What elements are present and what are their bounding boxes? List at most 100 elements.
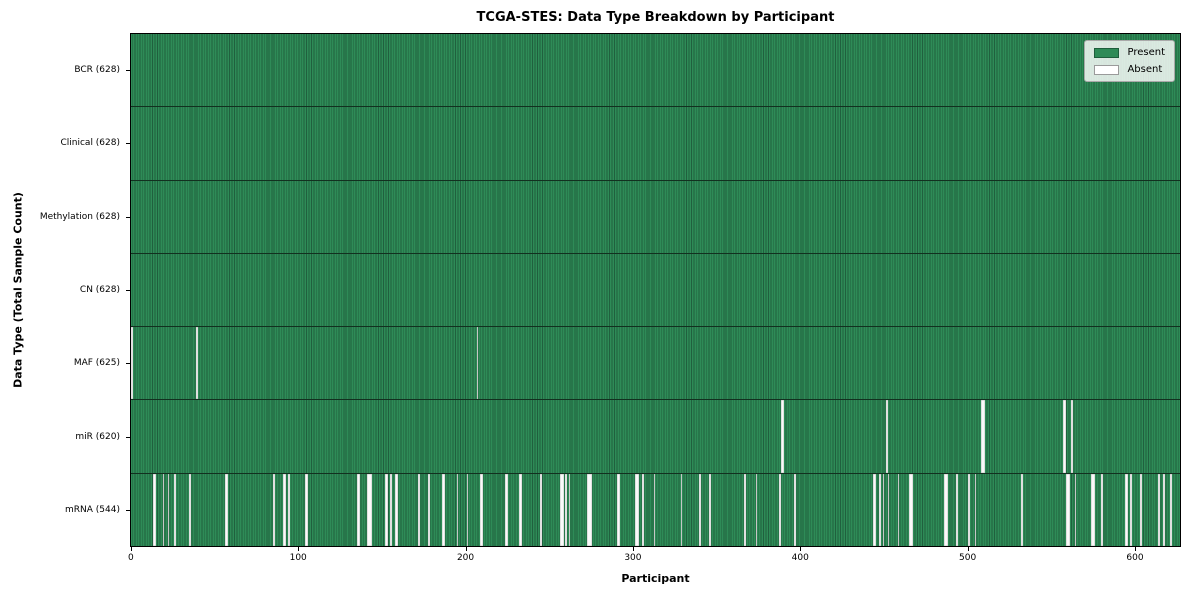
absent-stripe — [456, 473, 459, 546]
absent-stripe — [698, 473, 701, 546]
x-tick-label: 200 — [456, 553, 475, 563]
absent-stripe — [1169, 473, 1172, 546]
absent-stripe — [708, 473, 711, 546]
absent-stripe — [167, 473, 170, 546]
x-tick-label: 300 — [624, 553, 642, 563]
legend-entry-absent: Absent — [1094, 64, 1165, 75]
row-band-maf — [131, 326, 1180, 400]
y-tick-mark — [126, 363, 130, 365]
row-band-methylation — [131, 179, 1180, 253]
absent-stripe — [1091, 473, 1095, 546]
absent-stripe — [272, 473, 275, 546]
absent-stripe — [1021, 473, 1023, 546]
x-tick-label: 500 — [959, 553, 977, 563]
absent-stripe — [653, 473, 656, 546]
absent-stripe — [882, 473, 885, 546]
absent-stripe — [981, 400, 985, 473]
absent-stripe — [944, 473, 948, 546]
absent-stripe — [1129, 473, 1132, 546]
y-tick-mark — [126, 69, 130, 71]
absent-stripe — [174, 473, 177, 546]
y-tick-mark — [126, 510, 130, 512]
x-tick-mark — [465, 547, 467, 551]
absent-stripe — [131, 327, 133, 400]
row-band-cn — [131, 252, 1180, 327]
absent-stripe — [1124, 473, 1129, 546]
y-tick-mark — [126, 436, 130, 438]
absent-stripe — [384, 473, 389, 546]
x-tick-mark — [298, 547, 300, 551]
row-band-mir — [131, 399, 1180, 473]
absent-stripe — [974, 473, 977, 546]
absent-stripe — [389, 473, 392, 546]
absent-stripe — [680, 473, 683, 546]
plot-area: Present Absent — [130, 33, 1181, 547]
absent-stripe — [879, 473, 881, 546]
absent-stripe — [1066, 473, 1070, 546]
x-tick-mark — [800, 547, 802, 551]
absent-stripe — [755, 473, 758, 546]
absent-swatch-icon — [1094, 64, 1120, 75]
absent-stripe — [780, 400, 785, 473]
absent-stripe — [617, 473, 621, 546]
absent-stripe — [794, 473, 796, 546]
absent-stripe — [189, 473, 192, 546]
absent-stripe — [967, 473, 970, 546]
row-band-bcr — [131, 34, 1180, 107]
absent-stripe — [196, 327, 198, 400]
absent-stripe — [1074, 473, 1077, 546]
absent-stripe — [480, 473, 484, 546]
absent-stripe — [394, 473, 399, 546]
legend-entry-present: Present — [1094, 47, 1165, 58]
absent-stripe — [366, 473, 372, 546]
absent-stripe — [909, 473, 913, 546]
y-tick-label: BCR (628) — [74, 64, 120, 75]
absent-stripe — [356, 473, 360, 546]
absent-stripe — [1101, 473, 1104, 546]
y-tick-mark — [126, 290, 130, 291]
legend: Present Absent — [1084, 40, 1175, 82]
y-tick-label: mRNA (544) — [65, 505, 120, 516]
x-axis-label: Participant — [621, 572, 690, 585]
absent-stripe — [1071, 400, 1074, 473]
x-tick-label: 400 — [791, 553, 809, 563]
absent-stripe — [635, 473, 639, 546]
x-tick-mark — [967, 547, 969, 551]
absent-stripe — [565, 473, 567, 546]
row-band-mrna — [131, 472, 1180, 546]
absent-stripe — [779, 473, 781, 546]
absent-stripe — [162, 473, 165, 546]
absent-stripe — [283, 473, 287, 546]
y-tick-label: MAF (625) — [73, 358, 120, 369]
absent-stripe — [887, 473, 890, 546]
absent-stripe — [441, 473, 446, 546]
absent-stripe — [466, 473, 469, 546]
absent-stripe — [886, 400, 888, 473]
absent-stripe — [540, 473, 542, 546]
absent-stripe — [642, 473, 644, 546]
absent-stripe — [518, 473, 522, 546]
absent-stripe — [872, 473, 876, 546]
x-tick-label: 600 — [1126, 553, 1144, 563]
chart-title: TCGA-STES: Data Type Breakdown by Partic… — [476, 10, 835, 25]
absent-stripe — [587, 473, 592, 546]
absent-stripe — [418, 473, 420, 546]
absent-stripe — [304, 473, 309, 546]
absent-stripe — [288, 473, 290, 546]
absent-stripe — [897, 473, 900, 546]
legend-label: Absent — [1127, 64, 1163, 75]
x-tick-mark — [632, 547, 634, 551]
absent-stripe — [224, 473, 228, 546]
present-swatch-icon — [1094, 47, 1120, 58]
x-tick-label: 100 — [289, 553, 307, 563]
absent-stripe — [1063, 400, 1067, 473]
absent-stripe — [1139, 473, 1142, 546]
y-tick-mark — [126, 216, 130, 218]
y-tick-label: Clinical (628) — [60, 138, 120, 149]
x-tick-mark — [1134, 547, 1136, 551]
absent-stripe — [560, 473, 564, 546]
x-axis-ticks: 0 100 200 300 400 500 600 — [127, 547, 1181, 577]
x-tick-label: 0 — [127, 553, 134, 563]
absent-stripe — [568, 473, 571, 546]
